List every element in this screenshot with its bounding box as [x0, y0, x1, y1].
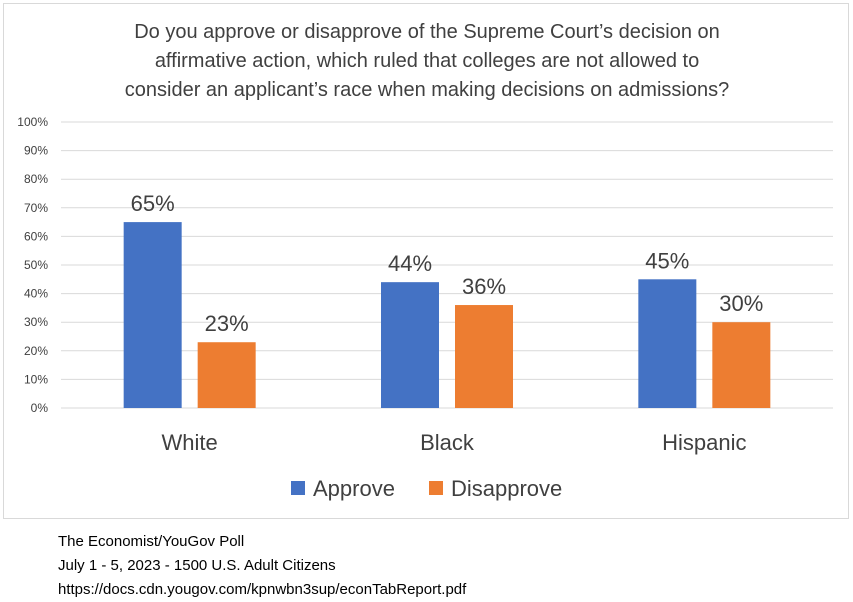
chart-title: Do you approve or disapprove of the Supr…: [125, 21, 729, 101]
bar-chart: Do you approve or disapprove of the Supr…: [17, 21, 833, 501]
category-label-white: White: [162, 430, 218, 455]
y-tick-label: 70%: [24, 201, 48, 215]
source-note: The Economist/YouGov Poll July 1 - 5, 20…: [58, 530, 466, 602]
data-label-disapprove-white: 23%: [205, 311, 249, 336]
data-label-approve-black: 44%: [388, 251, 432, 276]
y-tick-label: 40%: [24, 287, 48, 301]
source-line-dates: July 1 - 5, 2023 - 1500 U.S. Adult Citiz…: [58, 557, 336, 574]
legend-swatch-approve: [291, 481, 305, 495]
category-label-black: Black: [420, 430, 475, 455]
chart-frame: Do you approve or disapprove of the Supr…: [3, 3, 849, 519]
y-tick-label: 0%: [31, 401, 49, 415]
legend: Approve Disapprove: [291, 476, 562, 501]
y-tick-label: 100%: [17, 115, 48, 129]
x-axis-categories: White Black Hispanic: [162, 430, 747, 455]
bar-disapprove-white: [197, 342, 256, 408]
legend-label-disapprove: Disapprove: [451, 476, 562, 501]
bar-disapprove-hispanic: [712, 322, 771, 408]
y-tick-label: 90%: [24, 144, 48, 158]
chart-title-line: consider an applicant’s race when making…: [125, 79, 729, 101]
gridlines: [61, 121, 833, 409]
bars: [123, 222, 771, 408]
source-line-publisher: The Economist/YouGov Poll: [58, 533, 245, 550]
chart-title-line: affirmative action, which ruled that col…: [155, 50, 699, 72]
y-tick-label: 10%: [24, 372, 48, 386]
chart-title-line: Do you approve or disapprove of the Supr…: [134, 21, 720, 43]
y-tick-label: 20%: [24, 344, 48, 358]
data-label-disapprove-hispanic: 30%: [719, 291, 763, 316]
bar-approve-hispanic: [638, 279, 697, 408]
y-tick-label: 80%: [24, 172, 48, 186]
y-axis-ticks: 0% 10% 20% 30% 40% 50% 60% 70% 80% 90% 100%: [17, 115, 48, 415]
source-line-url[interactable]: https://docs.cdn.yougov.com/kpnwbn3sup/e…: [58, 581, 467, 598]
bar-approve-white: [123, 222, 182, 408]
category-label-hispanic: Hispanic: [662, 430, 746, 455]
bar-approve-black: [381, 282, 439, 408]
data-labels: 65% 23% 44% 36% 45% 30%: [131, 191, 764, 336]
y-tick-label: 60%: [24, 229, 48, 243]
legend-label-approve: Approve: [313, 476, 395, 501]
data-label-disapprove-black: 36%: [462, 274, 506, 299]
y-tick-label: 30%: [24, 315, 48, 329]
bar-disapprove-black: [455, 305, 513, 408]
data-label-approve-white: 65%: [131, 191, 175, 216]
data-label-approve-hispanic: 45%: [645, 248, 689, 273]
legend-swatch-disapprove: [429, 481, 443, 495]
y-tick-label: 50%: [24, 258, 48, 272]
